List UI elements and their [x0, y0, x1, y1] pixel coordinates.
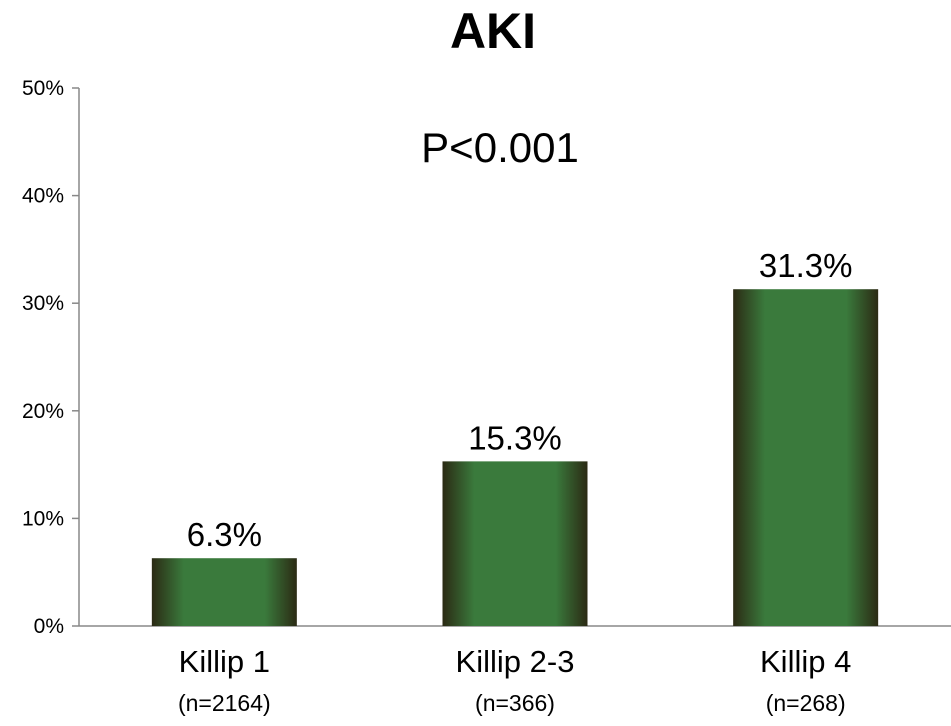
chart-title: AKI [450, 3, 536, 59]
bar-value-label: 15.3% [468, 419, 562, 456]
y-tick-label: 20% [22, 400, 64, 423]
p-value-annotation: P<0.001 [421, 124, 579, 171]
x-category-label: Killip 4 [760, 644, 851, 679]
y-tick-label: 30% [22, 292, 64, 315]
bar [442, 461, 588, 626]
y-tick-label: 40% [22, 185, 64, 208]
bar-value-label: 31.3% [759, 247, 853, 284]
x-category-sample-size: (n=268) [766, 690, 846, 716]
bar-value-label: 6.3% [187, 516, 262, 553]
x-category-label: Killip 1 [179, 644, 270, 679]
bar [733, 289, 879, 626]
x-category-sample-size: (n=366) [475, 690, 555, 716]
x-category-sample-size: (n=2164) [178, 690, 271, 716]
x-category-label: Killip 2-3 [456, 644, 575, 679]
y-tick-label: 50% [22, 77, 64, 100]
bar [151, 558, 297, 626]
y-tick-label: 0% [34, 615, 64, 638]
y-tick-label: 10% [22, 507, 64, 530]
